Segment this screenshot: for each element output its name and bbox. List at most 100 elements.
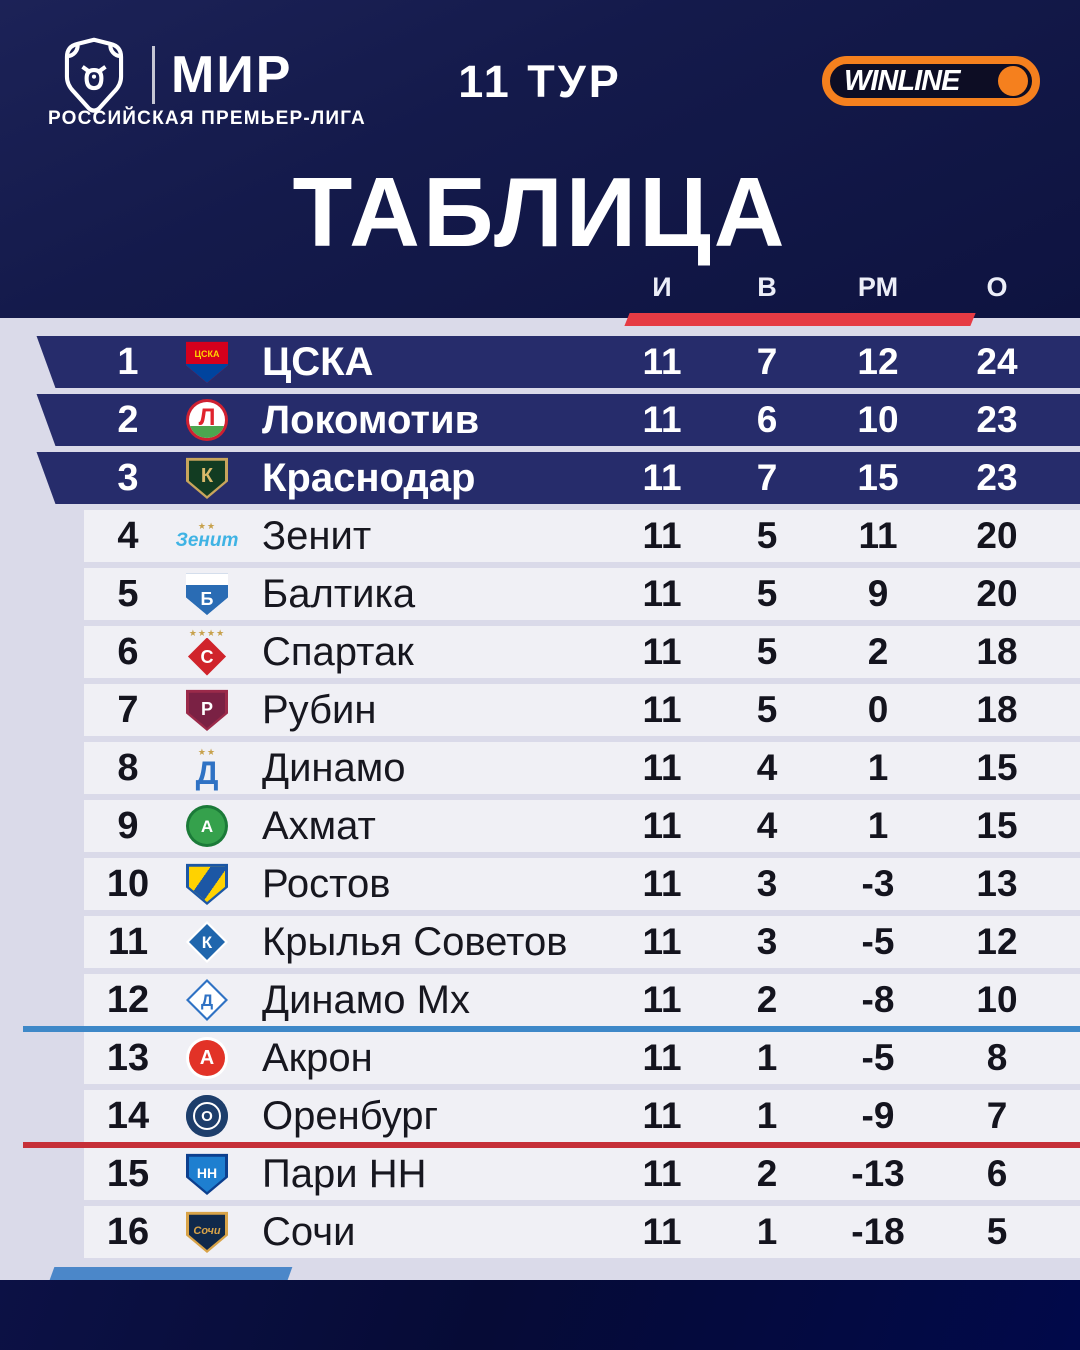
team-name: Рубин <box>262 688 377 732</box>
goaldiff-cell: -9 <box>861 1095 895 1136</box>
column-header-goaldiff: РМ <box>857 272 899 302</box>
wins-cell: 4 <box>756 805 778 846</box>
krasnodar-logo: К <box>181 452 233 504</box>
club-logo: Л <box>181 394 233 446</box>
logo-divider <box>152 46 155 104</box>
team-name: Зенит <box>262 514 372 558</box>
place-cell: 15 <box>106 1153 150 1195</box>
goaldiff-cell: 15 <box>857 457 899 498</box>
team-name: Динамо Мх <box>262 978 470 1022</box>
points-cell: 8 <box>986 1037 1008 1078</box>
club-logo <box>181 858 233 910</box>
team-name: Ростов <box>262 862 391 906</box>
goaldiff-cell: 1 <box>867 747 889 788</box>
champion-stars-icon: ★★ <box>197 521 217 531</box>
points-cell: 23 <box>976 399 1018 440</box>
akron-logo: А <box>181 1032 233 1084</box>
played-cell: 11 <box>642 689 682 730</box>
separator-red-line <box>23 1142 1080 1148</box>
played-cell: 11 <box>642 921 682 962</box>
wins-cell: 5 <box>756 689 778 730</box>
place-cell: 5 <box>117 573 139 615</box>
akhmat-logo: А <box>181 800 233 852</box>
club-logo: НН <box>181 1148 233 1200</box>
place-cell: 7 <box>117 689 139 731</box>
points-cell: 23 <box>976 457 1018 498</box>
table-row-1: 1 ЦСКА ЦСКА 11 7 12 24 <box>0 336 1080 388</box>
club-logo: Д <box>181 974 233 1026</box>
place-cell: 14 <box>106 1095 150 1137</box>
points-cell: 18 <box>976 631 1018 672</box>
points-cell: 10 <box>976 979 1018 1020</box>
goaldiff-cell: 1 <box>867 805 889 846</box>
table-row-9: 9 А Ахмат 11 4 1 15 <box>0 800 1080 852</box>
wins-cell: 1 <box>756 1211 778 1252</box>
club-logo: К <box>181 916 233 968</box>
club-logo: ★★★★ С <box>181 626 233 678</box>
played-cell: 11 <box>642 573 682 614</box>
table-row-10: 10 Ростов 11 3 -3 13 <box>0 858 1080 910</box>
table-row-14: 14 О Оренбург 11 1 -9 7 <box>0 1090 1080 1142</box>
club-logo: Сочи <box>181 1206 233 1258</box>
team-name: Оренбург <box>262 1094 439 1138</box>
table-row-5: 5 Б Балтика 11 5 9 20 <box>0 568 1080 620</box>
orenburg-logo: О <box>181 1090 233 1142</box>
footer-blue-bar <box>49 1267 293 1280</box>
column-header-wins: В <box>757 272 777 302</box>
wins-cell: 3 <box>756 921 778 962</box>
baltika-logo: Б <box>181 568 233 620</box>
goaldiff-cell: 10 <box>857 399 899 440</box>
wins-cell: 6 <box>756 399 778 440</box>
rubin-logo: Р <box>181 684 233 736</box>
played-cell: 11 <box>642 747 682 788</box>
team-name: ЦСКА <box>262 340 374 384</box>
bear-icon <box>64 37 124 113</box>
place-cell: 11 <box>107 921 149 963</box>
goaldiff-cell: -8 <box>861 979 895 1020</box>
points-cell: 13 <box>976 863 1018 904</box>
played-cell: 11 <box>642 863 682 904</box>
table-row-13: 13 А Акрон 11 1 -5 8 <box>0 1032 1080 1084</box>
place-cell: 4 <box>117 515 139 557</box>
team-name: Спартак <box>262 630 414 674</box>
played-cell: 11 <box>642 1095 682 1136</box>
points-cell: 15 <box>976 747 1018 788</box>
goaldiff-cell: -3 <box>861 863 895 904</box>
points-cell: 6 <box>986 1153 1008 1194</box>
table-row-7: 7 Р Рубин 11 5 0 18 <box>0 684 1080 736</box>
wins-cell: 5 <box>756 631 778 672</box>
zenit-logo: ★★ Зенит <box>175 521 239 551</box>
club-logo: Р <box>181 684 233 736</box>
team-name: Динамо <box>262 746 406 790</box>
wins-cell: 7 <box>756 341 778 382</box>
cska-logo: ЦСКА <box>181 336 233 388</box>
place-cell: 6 <box>117 631 139 673</box>
team-name: Локомотив <box>262 398 480 442</box>
team-name: Сочи <box>262 1210 356 1254</box>
wins-cell: 1 <box>756 1095 778 1136</box>
rows: 1 ЦСКА ЦСКА 11 7 12 24 2 Л Локомотив 11 … <box>0 336 1080 1264</box>
spartak-logo: ★★★★ С <box>181 626 233 678</box>
team-name: Крылья Советов <box>262 920 568 964</box>
club-logo: А <box>181 1032 233 1084</box>
header: МИР РОССИЙСКАЯ ПРЕМЬЕР-ЛИГА 11 ТУР WINLI… <box>0 0 1080 318</box>
table-row-4: 4 ★★ Зенит Зенит 11 5 11 20 <box>0 510 1080 562</box>
played-cell: 11 <box>642 341 682 382</box>
table-row-15: 15 НН Пари НН 11 2 -13 6 <box>0 1148 1080 1200</box>
column-header-played: И <box>652 272 672 302</box>
goaldiff-cell: 9 <box>867 573 889 614</box>
goaldiff-cell: -18 <box>851 1211 905 1252</box>
club-logo: ЦСКА <box>181 336 233 388</box>
mir-brand-text: МИР <box>171 46 293 104</box>
round-label: 11 ТУР <box>458 56 622 107</box>
place-cell: 8 <box>117 747 139 789</box>
goaldiff-cell: 0 <box>867 689 889 730</box>
played-cell: 11 <box>642 805 682 846</box>
champion-stars-icon: ★★★★ <box>188 627 226 638</box>
played-cell: 11 <box>642 1211 682 1252</box>
winline-logo: WINLINE <box>822 56 1040 106</box>
played-cell: 11 <box>642 515 682 556</box>
points-cell: 20 <box>976 515 1018 556</box>
club-logo: К <box>181 452 233 504</box>
krylia-sovetov-logo: К <box>181 916 233 968</box>
